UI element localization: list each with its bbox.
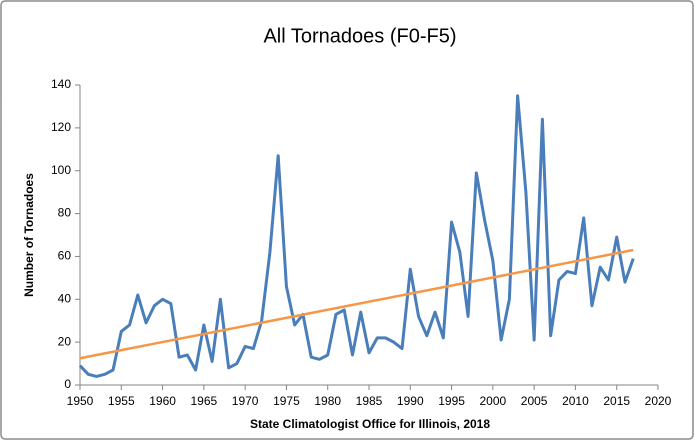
data-line bbox=[78, 94, 635, 378]
x-tick-label: 1980 bbox=[314, 394, 341, 408]
x-tick-label: 2010 bbox=[562, 394, 589, 408]
chart-title: All Tornadoes (F0-F5) bbox=[263, 25, 456, 47]
x-tick-label: 2015 bbox=[603, 394, 630, 408]
x-tick-label: 1975 bbox=[273, 394, 300, 408]
x-tick-label: 1990 bbox=[397, 394, 424, 408]
y-tick-label: 20 bbox=[58, 334, 72, 348]
x-tick-label: 1950 bbox=[67, 394, 94, 408]
x-tick-label: 1965 bbox=[191, 394, 218, 408]
x-tick-label: 1995 bbox=[438, 394, 465, 408]
y-tick-label: 140 bbox=[51, 77, 71, 91]
trend-line bbox=[79, 248, 634, 360]
x-tick-label: 2005 bbox=[521, 394, 548, 408]
y-tick-label: 60 bbox=[58, 249, 72, 263]
x-tick-label: 2000 bbox=[480, 394, 507, 408]
x-tick-label: 1960 bbox=[149, 394, 176, 408]
y-tick-label: 120 bbox=[51, 120, 71, 134]
x-tick-label: 1955 bbox=[108, 394, 135, 408]
x-tick-label: 1970 bbox=[232, 394, 259, 408]
y-tick-label: 40 bbox=[58, 291, 72, 305]
y-tick-label: 0 bbox=[64, 377, 71, 391]
y-tick-label: 100 bbox=[51, 163, 71, 177]
x-tick-label: 2020 bbox=[645, 394, 672, 408]
y-tick-label: 80 bbox=[58, 206, 72, 220]
x-axis-label: State Climatologist Office for Illinois,… bbox=[250, 417, 490, 431]
x-tick-label: 1985 bbox=[356, 394, 383, 408]
y-axis-label: Number of Tornadoes bbox=[22, 173, 36, 297]
